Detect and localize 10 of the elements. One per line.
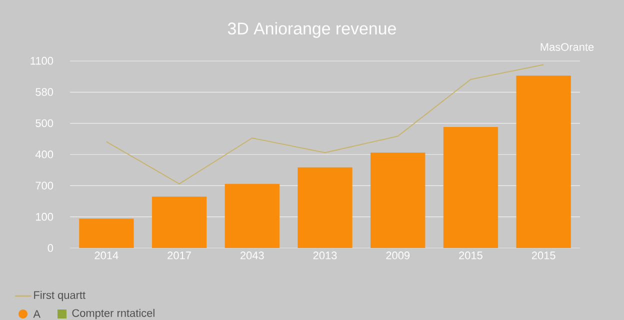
bar	[298, 167, 352, 248]
legend-label: Compter rntaticel	[72, 308, 154, 320]
bar	[79, 218, 134, 248]
bar	[370, 152, 426, 248]
bar	[152, 196, 207, 248]
legend-label: First quartt	[34, 290, 86, 302]
bar	[516, 76, 571, 248]
bar	[224, 184, 280, 248]
bar	[443, 127, 498, 248]
legend-label: A	[33, 310, 40, 318]
